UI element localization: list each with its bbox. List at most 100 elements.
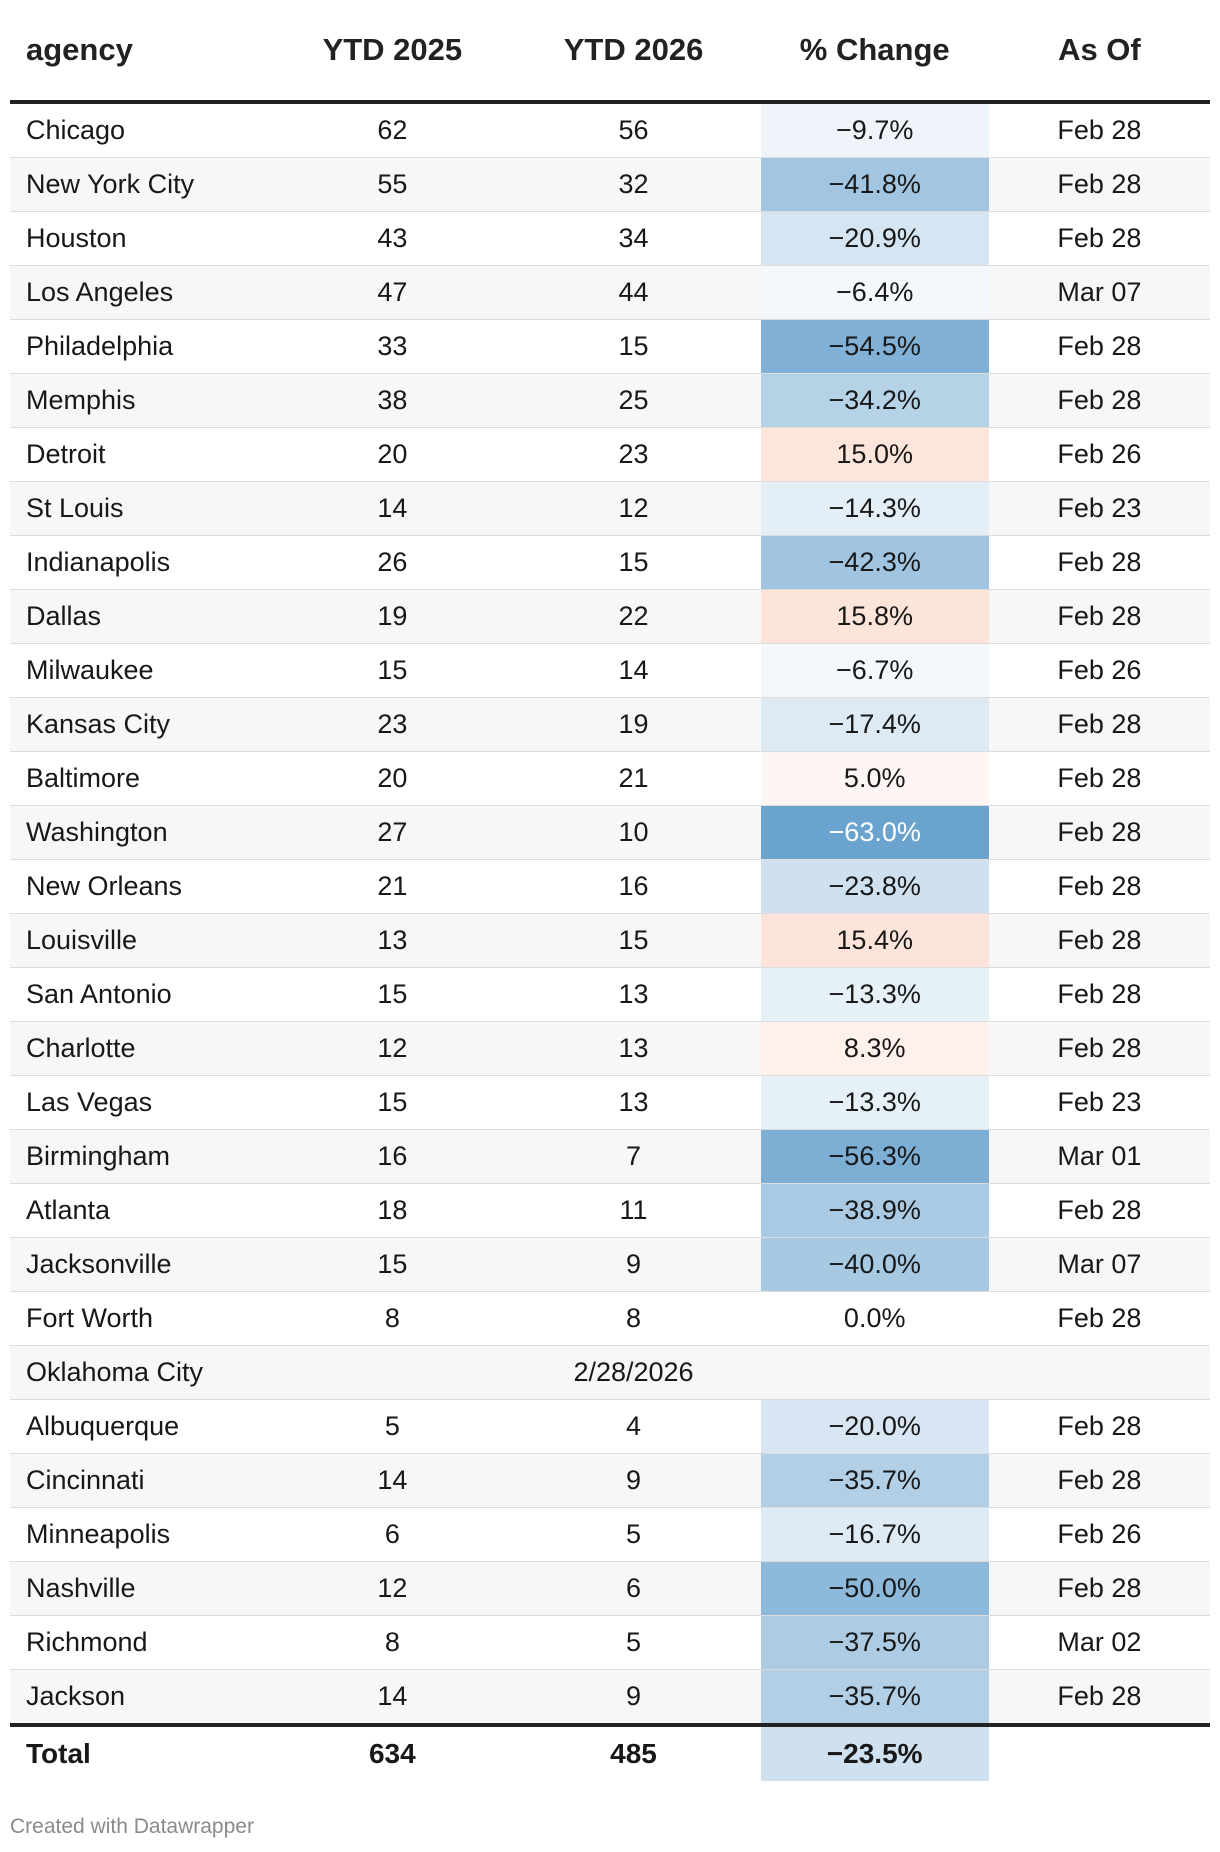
ytd-2025-cell: 15 [278, 1237, 507, 1292]
ytd-2026-cell: 13 [506, 967, 761, 1022]
pct-change-cell [760, 1345, 989, 1400]
ytd-2026-cell: 16 [506, 859, 761, 914]
data-table: agency YTD 2025 YTD 2026 % Change As Of … [10, 0, 1210, 1781]
agency-cell: Memphis [10, 373, 279, 428]
table-row: Cincinnati 14 9 −35.7% Feb 28 [10, 1453, 1210, 1508]
as-of-cell: Feb 28 [988, 1561, 1210, 1616]
pct-change-cell: −54.5% [760, 319, 989, 374]
as-of-cell: Feb 28 [988, 751, 1210, 806]
table-row: Baltimore 20 21 5.0% Feb 28 [10, 751, 1210, 806]
agency-cell: Milwaukee [10, 643, 279, 698]
agency-cell: New Orleans [10, 859, 279, 914]
agency-cell: Jacksonville [10, 1237, 279, 1292]
table-row: Milwaukee 15 14 −6.7% Feb 26 [10, 643, 1210, 698]
table-row: Fort Worth 8 8 0.0% Feb 28 [10, 1291, 1210, 1346]
as-of-cell: Feb 28 [988, 535, 1210, 590]
ytd-2025-cell: 8 [278, 1291, 507, 1346]
agency-cell: Cincinnati [10, 1453, 279, 1508]
ytd-2026-cell: 10 [506, 805, 761, 860]
ytd-2025-cell: 14 [278, 481, 507, 536]
table-row: Los Angeles 47 44 −6.4% Mar 07 [10, 265, 1210, 320]
pct-change-cell: −14.3% [760, 481, 989, 536]
pct-change-cell: −63.0% [760, 805, 989, 860]
as-of-cell: Feb 28 [988, 1291, 1210, 1346]
table-row: Charlotte 12 13 8.3% Feb 28 [10, 1021, 1210, 1076]
table-container: agency YTD 2025 YTD 2026 % Change As Of … [10, 0, 1210, 1781]
footer-credit[interactable]: Created with Datawrapper [10, 1815, 254, 1838]
agency-cell: Kansas City [10, 697, 279, 752]
as-of-cell: Feb 28 [988, 1183, 1210, 1238]
pct-change-cell: −20.9% [760, 211, 989, 266]
ytd-2026-cell: 15 [506, 319, 761, 374]
ytd-2025-cell: 38 [278, 373, 507, 428]
ytd-2026-cell: 7 [506, 1129, 761, 1184]
total-as-of [988, 1723, 1210, 1781]
table-row: Oklahoma City 2/28/2026 [10, 1345, 1210, 1400]
ytd-2026-cell: 5 [506, 1615, 761, 1670]
as-of-cell: Feb 28 [988, 805, 1210, 860]
as-of-cell: Feb 23 [988, 481, 1210, 536]
agency-cell: Minneapolis [10, 1507, 279, 1562]
ytd-2026-cell: 2/28/2026 [506, 1345, 761, 1400]
table-row: Detroit 20 23 15.0% Feb 26 [10, 427, 1210, 482]
pct-change-cell: −16.7% [760, 1507, 989, 1562]
ytd-2025-cell: 12 [278, 1561, 507, 1616]
pct-change-cell: −17.4% [760, 697, 989, 752]
pct-change-cell: −41.8% [760, 157, 989, 212]
as-of-cell: Feb 28 [988, 913, 1210, 968]
ytd-2026-cell: 12 [506, 481, 761, 536]
ytd-2026-cell: 25 [506, 373, 761, 428]
ytd-2025-cell: 27 [278, 805, 507, 860]
as-of-cell: Feb 26 [988, 1507, 1210, 1562]
pct-change-cell: 8.3% [760, 1021, 989, 1076]
as-of-cell: Feb 23 [988, 1075, 1210, 1130]
ytd-2025-cell: 13 [278, 913, 507, 968]
column-header-ytd-2026[interactable]: YTD 2026 [506, 0, 761, 104]
table-row: Indianapolis 26 15 −42.3% Feb 28 [10, 535, 1210, 590]
table-row: Jacksonville 15 9 −40.0% Mar 07 [10, 1237, 1210, 1292]
agency-cell: Charlotte [10, 1021, 279, 1076]
ytd-2025-cell: 15 [278, 1075, 507, 1130]
table-row: San Antonio 15 13 −13.3% Feb 28 [10, 967, 1210, 1022]
agency-cell: Jackson [10, 1669, 279, 1726]
column-header-agency[interactable]: agency [10, 0, 279, 104]
pct-change-cell: −37.5% [760, 1615, 989, 1670]
ytd-2025-cell: 14 [278, 1453, 507, 1508]
ytd-2026-cell: 11 [506, 1183, 761, 1238]
pct-change-cell: −20.0% [760, 1399, 989, 1454]
agency-cell: Philadelphia [10, 319, 279, 374]
table-row: Nashville 12 6 −50.0% Feb 28 [10, 1561, 1210, 1616]
table-row: New Orleans 21 16 −23.8% Feb 28 [10, 859, 1210, 914]
ytd-2025-cell: 8 [278, 1615, 507, 1670]
ytd-2025-cell: 6 [278, 1507, 507, 1562]
ytd-2026-cell: 15 [506, 913, 761, 968]
ytd-2026-cell: 9 [506, 1669, 761, 1726]
ytd-2026-cell: 13 [506, 1021, 761, 1076]
ytd-2026-cell: 19 [506, 697, 761, 752]
table-row: Minneapolis 6 5 −16.7% Feb 26 [10, 1507, 1210, 1562]
table-row: Richmond 8 5 −37.5% Mar 02 [10, 1615, 1210, 1670]
as-of-cell: Mar 01 [988, 1129, 1210, 1184]
column-header-as-of[interactable]: As Of [988, 0, 1210, 104]
agency-cell: Chicago [10, 102, 279, 158]
agency-cell: Nashville [10, 1561, 279, 1616]
agency-cell: Birmingham [10, 1129, 279, 1184]
as-of-cell: Feb 28 [988, 211, 1210, 266]
pct-change-cell: 15.8% [760, 589, 989, 644]
pct-change-cell: −56.3% [760, 1129, 989, 1184]
table-row: Louisville 13 15 15.4% Feb 28 [10, 913, 1210, 968]
pct-change-cell: −6.4% [760, 265, 989, 320]
agency-cell: St Louis [10, 481, 279, 536]
as-of-cell: Feb 28 [988, 1453, 1210, 1508]
column-header-ytd-2025[interactable]: YTD 2025 [278, 0, 507, 104]
ytd-2026-cell: 9 [506, 1237, 761, 1292]
ytd-2026-cell: 21 [506, 751, 761, 806]
as-of-cell: Feb 28 [988, 697, 1210, 752]
table-row: Atlanta 18 11 −38.9% Feb 28 [10, 1183, 1210, 1238]
column-header-pct-change[interactable]: % Change [760, 0, 989, 104]
as-of-cell: Mar 07 [988, 1237, 1210, 1292]
agency-cell: New York City [10, 157, 279, 212]
as-of-cell: Feb 26 [988, 643, 1210, 698]
ytd-2025-cell: 18 [278, 1183, 507, 1238]
ytd-2026-cell: 22 [506, 589, 761, 644]
